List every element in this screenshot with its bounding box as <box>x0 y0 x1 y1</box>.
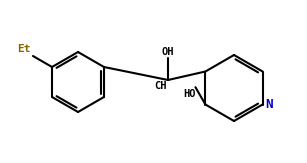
Text: N: N <box>266 98 273 111</box>
Text: CH: CH <box>154 81 167 91</box>
Text: HO: HO <box>183 89 196 99</box>
Text: Et: Et <box>17 44 31 54</box>
Text: OH: OH <box>162 47 174 57</box>
